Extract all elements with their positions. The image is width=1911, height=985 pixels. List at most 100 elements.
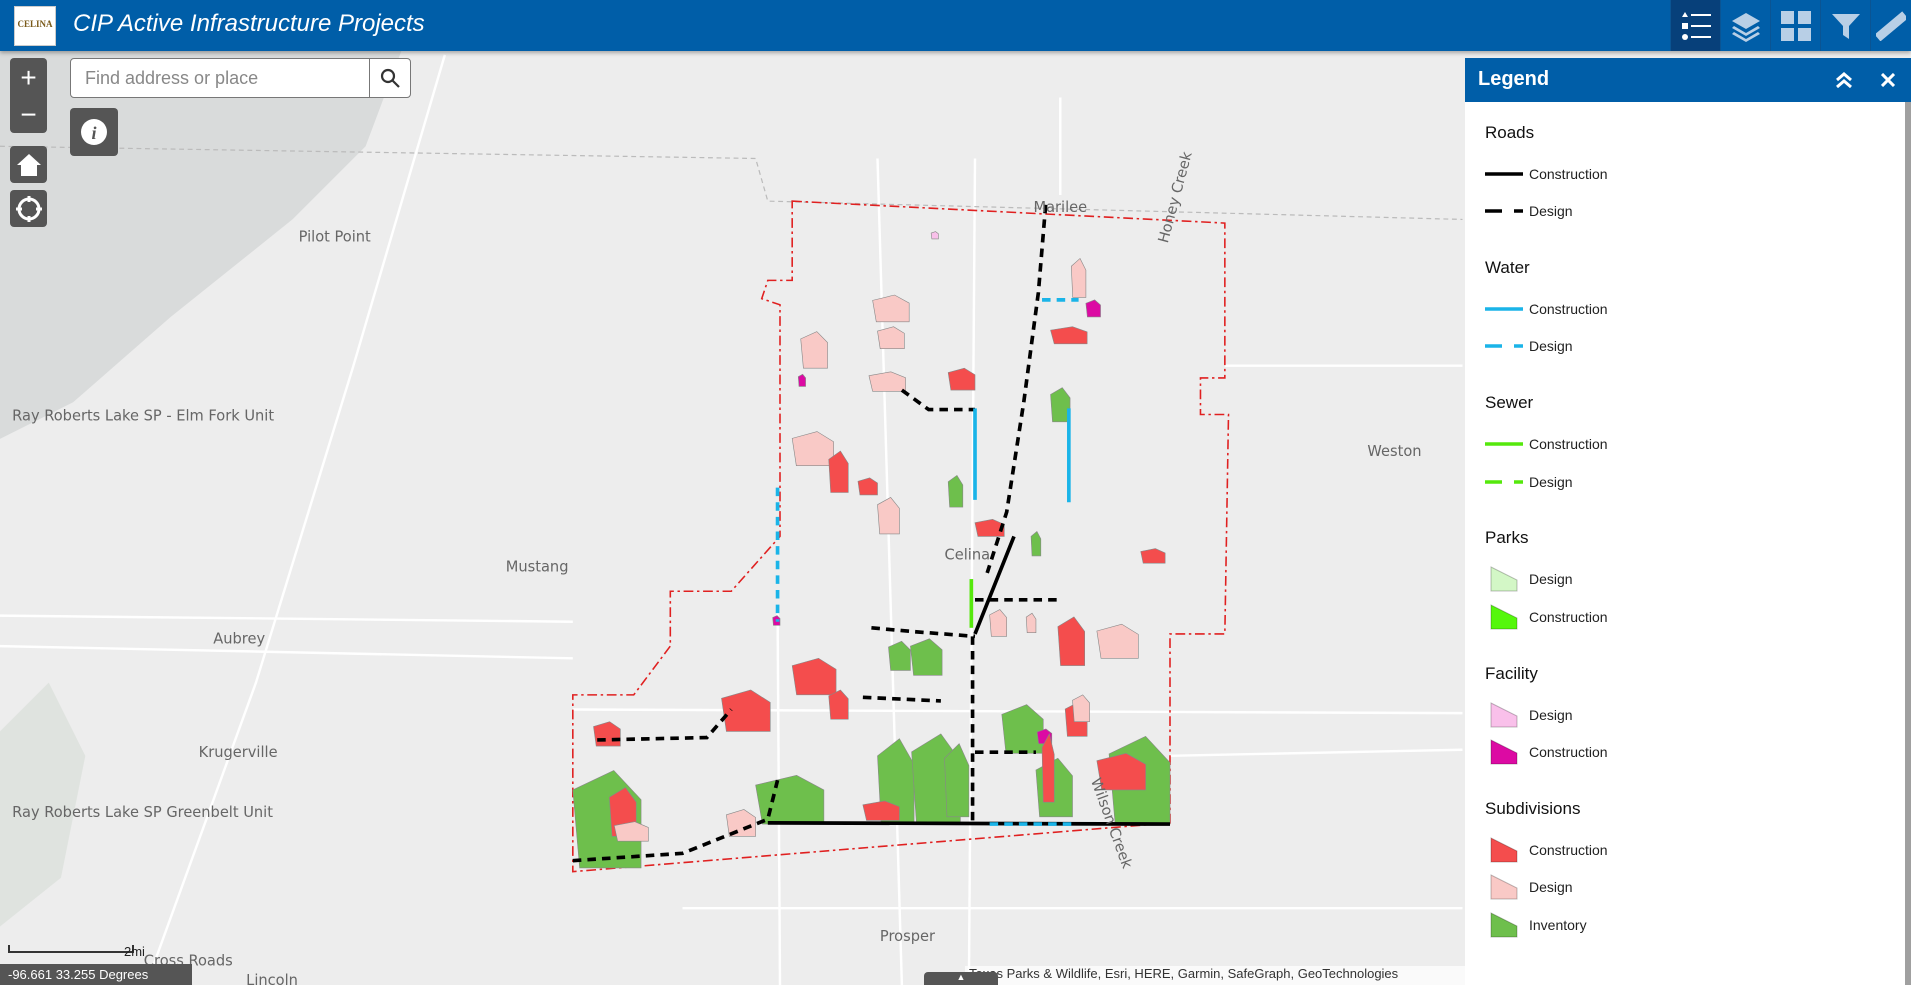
infrastructure-line[interactable] — [597, 708, 733, 742]
legend-swatch — [1485, 566, 1523, 592]
project-polygon[interactable] — [1030, 531, 1042, 557]
scale-label: 2mi — [124, 944, 145, 959]
legend-item: Construction — [1485, 837, 1608, 863]
city-boundary — [572, 200, 1230, 873]
city-logo: CELINA — [14, 6, 56, 46]
project-polygon[interactable] — [1085, 299, 1101, 318]
search-widget — [70, 58, 411, 98]
infrastructure-line[interactable] — [862, 695, 941, 703]
project-polygon[interactable] — [1072, 694, 1090, 722]
legend-item: Construction — [1485, 431, 1608, 457]
project-polygon[interactable] — [828, 689, 849, 720]
project-polygon[interactable] — [1050, 326, 1088, 345]
basemap-tool-button[interactable] — [1770, 0, 1820, 51]
legend-item-label: Construction — [1529, 166, 1608, 182]
legend-swatch — [1485, 296, 1523, 322]
project-polygon[interactable] — [974, 519, 1005, 537]
layers-icon — [1731, 12, 1760, 42]
home-button[interactable] — [10, 146, 47, 183]
legend-item-label: Design — [1529, 707, 1573, 723]
infrastructure-line[interactable] — [973, 535, 1016, 635]
infrastructure-line[interactable] — [985, 204, 1048, 574]
legend-swatch — [1485, 469, 1523, 495]
legend-item-label: Design — [1529, 474, 1573, 490]
ruler-icon — [1876, 10, 1906, 41]
svg-text:i: i — [91, 123, 96, 143]
project-polygon[interactable] — [868, 371, 906, 392]
legend-swatch — [1485, 874, 1523, 900]
county-line — [0, 145, 1463, 221]
home-icon — [16, 153, 41, 176]
legend-swatch — [1485, 739, 1523, 765]
project-polygon[interactable] — [857, 477, 878, 496]
project-polygon[interactable] — [1096, 753, 1146, 791]
legend-item-label: Inventory — [1529, 917, 1587, 933]
info-button[interactable]: i — [70, 108, 118, 156]
project-polygon[interactable] — [726, 809, 756, 837]
place-label: Marilee — [1034, 199, 1088, 216]
project-polygon[interactable] — [862, 800, 900, 821]
place-label: Mustang — [506, 559, 569, 576]
infrastructure-line[interactable] — [900, 388, 975, 412]
legend-item: Inventory — [1485, 912, 1587, 938]
legend-item: Construction — [1485, 739, 1608, 765]
legend-item-label: Construction — [1529, 301, 1608, 317]
infrastructure-line[interactable] — [767, 821, 1171, 826]
project-polygon[interactable] — [930, 231, 939, 240]
project-polygon[interactable] — [947, 474, 964, 508]
attribution-toggle[interactable]: ▲ — [924, 972, 998, 985]
project-polygon[interactable] — [791, 431, 834, 466]
app-title: CIP Active Infrastructure Projects — [73, 10, 425, 37]
project-polygon[interactable] — [1140, 548, 1166, 564]
project-polygon[interactable] — [1041, 733, 1055, 803]
zoom-out-button[interactable]: − — [20, 98, 37, 130]
place-label: Ray Roberts Lake SP - Elm Fork Unit — [12, 408, 274, 425]
project-polygon[interactable] — [800, 331, 828, 369]
legend-swatch — [1485, 431, 1523, 457]
app-header: CELINA CIP Active Infrastructure Project… — [0, 0, 1911, 51]
place-label: Prosper — [880, 928, 935, 945]
zoom-in-button[interactable]: + — [20, 61, 37, 93]
search-input[interactable] — [71, 59, 369, 97]
search-button[interactable] — [369, 59, 410, 97]
locate-icon — [15, 195, 42, 222]
place-label: Celina — [945, 547, 991, 564]
project-polygon[interactable] — [947, 367, 976, 391]
project-polygon[interactable] — [755, 774, 825, 825]
legend-item: Design — [1485, 702, 1573, 728]
project-polygon[interactable] — [944, 743, 970, 818]
project-polygon[interactable] — [828, 450, 849, 493]
project-polygon[interactable] — [1025, 612, 1037, 633]
legend-group-title: Roads — [1485, 123, 1535, 142]
legend-swatch — [1485, 333, 1523, 359]
project-polygon[interactable] — [1070, 257, 1087, 298]
project-polygon[interactable] — [877, 496, 900, 535]
project-polygon[interactable] — [613, 821, 649, 842]
project-polygon[interactable] — [1057, 616, 1085, 666]
project-polygon[interactable] — [791, 657, 837, 696]
filter-tool-button[interactable] — [1820, 0, 1870, 51]
legend-scrollbar[interactable] — [1905, 102, 1911, 985]
project-polygon[interactable] — [721, 689, 771, 732]
search-icon — [380, 68, 400, 88]
project-polygon[interactable] — [877, 326, 905, 349]
infrastructure-line[interactable] — [572, 779, 780, 863]
legend-swatch — [1485, 161, 1523, 187]
legend-item-label: Construction — [1529, 436, 1608, 452]
collapse-icon[interactable] — [1835, 72, 1853, 88]
project-polygon[interactable] — [872, 294, 910, 323]
project-polygon[interactable] — [797, 373, 806, 387]
place-label: Lincoln — [246, 972, 298, 985]
project-polygon[interactable] — [888, 640, 911, 671]
legend-tool-button[interactable] — [1670, 0, 1720, 51]
legend-list-icon — [1681, 11, 1711, 40]
project-polygon[interactable] — [989, 609, 1007, 637]
project-polygon[interactable] — [1096, 623, 1139, 659]
coordinate-readout: -96.661 33.255 Degrees — [0, 964, 192, 985]
measure-tool-button[interactable] — [1870, 0, 1911, 51]
close-icon[interactable] — [1881, 73, 1895, 87]
legend-item-label: Construction — [1529, 842, 1608, 858]
locate-button[interactable] — [10, 190, 47, 227]
project-polygon[interactable] — [910, 638, 943, 676]
layers-tool-button[interactable] — [1720, 0, 1770, 51]
